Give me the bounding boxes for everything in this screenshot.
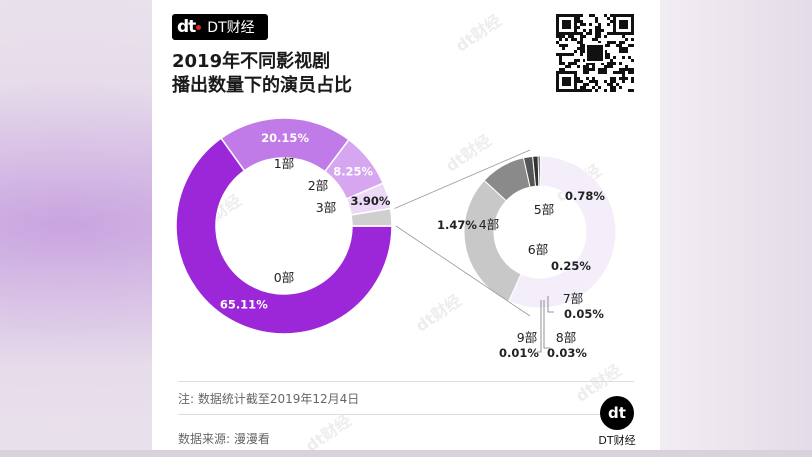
background-right — [652, 0, 812, 450]
logo-text: DT财经 — [207, 20, 255, 36]
logo-dot — [196, 24, 202, 30]
breakout-slice-5 — [537, 155, 541, 187]
connector-line-top — [394, 149, 531, 209]
breakout-value-label-4: 0.03% — [547, 346, 587, 360]
chart-title: 2019年不同影视剧 播出数量下的演员占比 — [172, 50, 352, 98]
footnote: 注: 数据统计截至2019年12月4日 — [178, 392, 360, 406]
slice-value-label-3: 3.90% — [350, 194, 390, 208]
slice-category-label-2: 2部 — [308, 178, 328, 193]
breakout-category-label-1: 5部 — [534, 202, 554, 217]
breakout-category-label-0: 4部 — [479, 217, 499, 232]
dt-logo: dt DT财经 — [172, 14, 268, 40]
infographic-card: dt DT财经 2019年不同影视剧 播出数量下的演员占比 dt财经 dt财经 … — [152, 0, 660, 456]
brand-mark: dt — [600, 396, 634, 430]
leader-line-1 — [543, 300, 550, 349]
slice-value-label-2: 8.25% — [333, 165, 373, 179]
breakout-category-label-4: 8部 — [556, 330, 576, 345]
donut-slice-0 — [175, 137, 393, 335]
slice-category-label-3: 3部 — [316, 200, 336, 215]
breakout-slice-1 — [463, 179, 522, 302]
brand-text: DT财经 — [598, 434, 636, 447]
title-line-1: 2019年不同影视剧 — [172, 51, 331, 72]
breakout-category-label-2: 6部 — [528, 242, 548, 257]
donut-chart-area: 65.11% 0部 20.15% 1部 8.25% 2部 3.90% 3部 1.47% 4部 0.7… — [175, 117, 617, 360]
breakout-category-label-3: 7部 — [563, 291, 583, 306]
donut-slice-4 — [350, 207, 393, 227]
breakout-value-label-3: 0.05% — [564, 307, 604, 321]
leader-line-0 — [547, 296, 554, 313]
logo-mark: dt — [177, 17, 196, 37]
breakout-value-label-0: 1.47% — [437, 218, 477, 232]
slice-value-label-1: 20.15% — [261, 131, 309, 145]
connector-line-bottom — [395, 225, 531, 317]
divider — [178, 381, 634, 382]
breakout-value-label-2: 0.25% — [551, 259, 591, 273]
slice-value-label-0: 65.11% — [220, 297, 268, 311]
data-source: 数据来源: 漫漫看 — [178, 432, 270, 446]
slice-category-label-0: 0部 — [274, 270, 294, 285]
breakout-category-label-5: 9部 — [517, 330, 537, 345]
slice-category-label-1: 1部 — [274, 156, 294, 171]
brand-logo: dt DT财经 — [597, 396, 637, 448]
breakout-value-label-1: 0.78% — [565, 189, 605, 203]
divider — [178, 414, 634, 415]
leader-line-2 — [537, 300, 542, 353]
title-line-2: 播出数量下的演员占比 — [172, 75, 352, 96]
breakout-slice-0 — [508, 155, 617, 309]
breakout-value-label-5: 0.01% — [499, 346, 539, 360]
qr-code[interactable] — [556, 14, 634, 92]
